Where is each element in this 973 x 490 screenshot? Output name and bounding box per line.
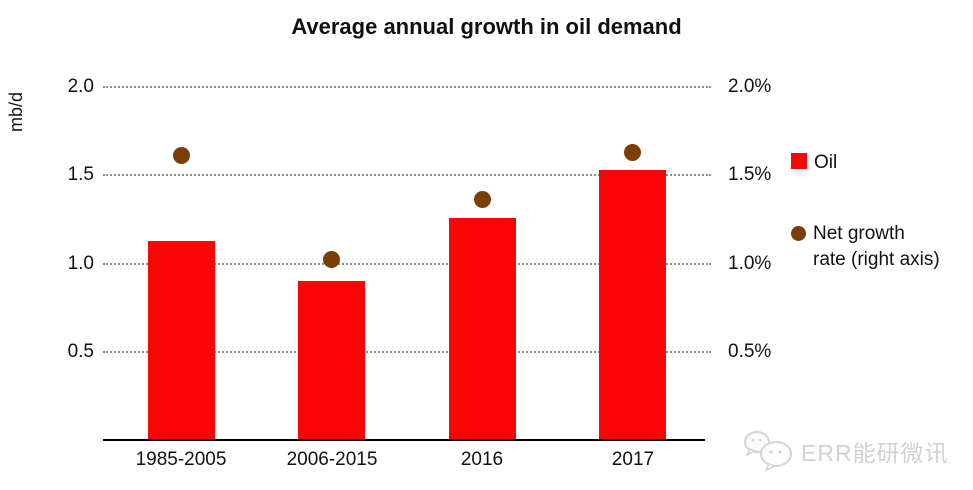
- watermark: ERR能研微讯: [742, 428, 949, 474]
- net-growth-legend-dot: [791, 226, 806, 241]
- net-growth-dot: [323, 251, 340, 268]
- oil-bar: [449, 218, 516, 440]
- net-growth-dot: [624, 144, 641, 161]
- right-axis-tick-label: 1.5%: [728, 164, 772, 185]
- left-axis-tick-label: 2.0: [67, 76, 94, 97]
- net-growth-legend-line2: rate (right axis): [813, 249, 940, 270]
- right-axis-tick-label: 2.0%: [728, 76, 772, 97]
- oil-bar: [599, 170, 666, 440]
- x-axis-category-label: 1985-2005: [135, 449, 227, 470]
- oil-legend-swatch: [791, 153, 807, 169]
- oil-legend-label: Oil: [814, 152, 838, 173]
- left-axis-tick-label: 1.0: [67, 253, 94, 274]
- chart-title: Average annual growth in oil demand: [291, 14, 682, 39]
- left-axis-tick-label: 0.5: [67, 341, 94, 362]
- gridline: [103, 263, 711, 265]
- net-growth-dot: [474, 191, 491, 208]
- right-axis-tick-label: 0.5%: [728, 341, 772, 362]
- gridline: [103, 86, 711, 88]
- right-axis-tick-label: 1.0%: [728, 253, 772, 274]
- gridline: [103, 351, 711, 353]
- x-axis-category-label: 2016: [460, 449, 504, 470]
- legend-item-net-growth: Net growth rate (right axis): [791, 221, 940, 273]
- net-growth-dot: [173, 147, 190, 164]
- left-axis-tick-label: 1.5: [67, 164, 94, 185]
- watermark-text: ERR能研微讯: [801, 440, 949, 466]
- gridline: [103, 174, 711, 176]
- wechat-icon: [744, 431, 792, 472]
- legend-item-oil: Oil: [791, 150, 837, 176]
- net-growth-legend-line1: Net growth: [813, 223, 905, 244]
- x-axis-category-label: 2017: [611, 449, 655, 470]
- oil-bar: [148, 241, 215, 440]
- x-axis-line: [103, 439, 705, 441]
- left-axis-unit-label: mb/d: [6, 92, 26, 133]
- net-growth-legend-label: Net growth rate (right axis): [813, 221, 940, 273]
- x-axis-category-label: 2006-2015: [286, 449, 378, 470]
- oil-bar: [298, 281, 365, 440]
